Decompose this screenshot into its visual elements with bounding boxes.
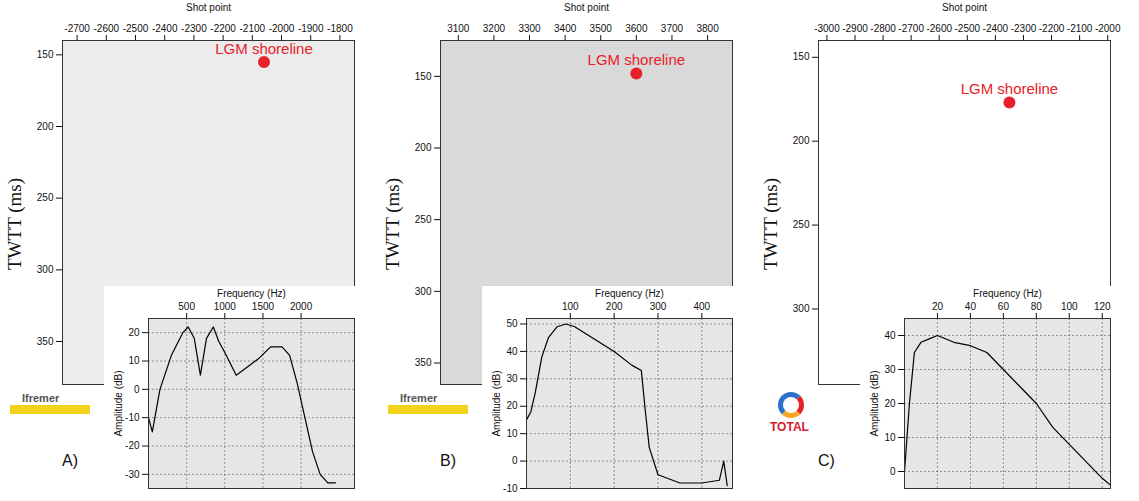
svg-text:30: 30	[884, 364, 896, 375]
svg-text:20: 20	[884, 398, 896, 409]
html-text:TWTT (ms): TWTT (ms)	[382, 178, 403, 270]
svg-text:-2300: -2300	[181, 23, 207, 34]
svg-text:-2700: -2700	[898, 23, 924, 34]
svg-text:200: 200	[606, 301, 623, 312]
html-text:TWTT (ms): TWTT (ms)	[4, 178, 25, 270]
html-text:C): C)	[818, 452, 835, 469]
svg-text:-2600: -2600	[926, 23, 952, 34]
svg-text:20: 20	[932, 301, 944, 312]
svg-text:20: 20	[506, 400, 518, 411]
svg-text:-2400: -2400	[152, 23, 178, 34]
svg-text:Shot point: Shot point	[186, 2, 231, 13]
svg-text:-3000: -3000	[814, 23, 840, 34]
svg-text:200: 200	[793, 135, 810, 146]
svg-text:-1900: -1900	[298, 23, 324, 34]
svg-text:120: 120	[1094, 301, 1111, 312]
svg-text:Shot point: Shot point	[942, 2, 987, 13]
svg-text:3400: 3400	[554, 23, 577, 34]
svg-text:100: 100	[1061, 301, 1078, 312]
svg-text:-2400: -2400	[983, 23, 1009, 34]
svg-text:-2600: -2600	[94, 23, 120, 34]
svg-text:500: 500	[178, 301, 195, 312]
svg-text:200: 200	[37, 121, 54, 132]
svg-text:3700: 3700	[661, 23, 684, 34]
svg-text:2000: 2000	[290, 301, 313, 312]
svg-text:-1800: -1800	[327, 23, 353, 34]
svg-text:250: 250	[793, 219, 810, 230]
html-text:TWTT (ms): TWTT (ms)	[760, 178, 781, 270]
svg-text:30: 30	[506, 373, 518, 384]
svg-text:-2100: -2100	[1067, 23, 1093, 34]
svg-text:Shot point: Shot point	[564, 2, 609, 13]
svg-text:3500: 3500	[590, 23, 613, 34]
svg-text:300: 300	[415, 286, 432, 297]
svg-text:400: 400	[693, 301, 710, 312]
svg-text:3300: 3300	[518, 23, 541, 34]
svg-text:-2200: -2200	[1039, 23, 1065, 34]
svg-text:Amplitude (dB): Amplitude (dB)	[869, 370, 880, 436]
svg-text:40: 40	[884, 330, 896, 341]
svg-text:40: 40	[965, 301, 977, 312]
html-text:A): A)	[62, 452, 78, 469]
svg-text:-2200: -2200	[210, 23, 236, 34]
svg-text:LGM shoreline: LGM shoreline	[215, 40, 313, 57]
html-text:TOTAL: TOTAL	[770, 420, 809, 434]
svg-text:-10: -10	[503, 483, 518, 494]
svg-text:Frequency (Hz): Frequency (Hz)	[595, 288, 664, 299]
svg-text:0: 0	[890, 466, 896, 477]
html-text:B): B)	[440, 452, 456, 469]
svg-text:LGM shoreline: LGM shoreline	[588, 51, 686, 68]
svg-text:-2100: -2100	[240, 23, 266, 34]
svg-text:Amplitude (dB): Amplitude (dB)	[113, 370, 124, 436]
svg-text:-2700: -2700	[64, 23, 90, 34]
svg-text:3200: 3200	[483, 23, 506, 34]
svg-text:3600: 3600	[625, 23, 648, 34]
svg-text:200: 200	[415, 142, 432, 153]
svg-text:-2300: -2300	[1011, 23, 1037, 34]
svg-text:300: 300	[650, 301, 667, 312]
svg-text:3800: 3800	[696, 23, 719, 34]
svg-text:1500: 1500	[252, 301, 275, 312]
svg-text:350: 350	[37, 336, 54, 347]
html-text:Ifremer: Ifremer	[22, 392, 60, 404]
svg-text:0: 0	[134, 384, 140, 395]
svg-text:60: 60	[998, 301, 1010, 312]
svg-text:-2800: -2800	[870, 23, 896, 34]
svg-text:1000: 1000	[214, 301, 237, 312]
svg-text:250: 250	[415, 214, 432, 225]
svg-text:-2500: -2500	[123, 23, 149, 34]
svg-text:150: 150	[37, 49, 54, 60]
svg-text:-2000: -2000	[269, 23, 295, 34]
svg-text:300: 300	[37, 264, 54, 275]
svg-text:Frequency (Hz): Frequency (Hz)	[973, 288, 1042, 299]
svg-text:Frequency (Hz): Frequency (Hz)	[217, 288, 286, 299]
svg-text:-10: -10	[125, 412, 140, 423]
svg-text:10: 10	[884, 432, 896, 443]
svg-text:300: 300	[793, 303, 810, 314]
svg-text:150: 150	[415, 71, 432, 82]
svg-text:10: 10	[506, 428, 518, 439]
html-text:Ifremer: Ifremer	[400, 392, 438, 404]
svg-text:-20: -20	[125, 440, 140, 451]
svg-text:Amplitude (dB): Amplitude (dB)	[491, 370, 502, 436]
svg-text:50: 50	[506, 318, 518, 329]
svg-text:-30: -30	[125, 469, 140, 480]
svg-text:-2900: -2900	[842, 23, 868, 34]
svg-text:-2000: -2000	[1095, 23, 1121, 34]
svg-text:150: 150	[793, 51, 810, 62]
svg-text:10: 10	[128, 355, 140, 366]
svg-text:40: 40	[506, 346, 518, 357]
svg-text:350: 350	[415, 357, 432, 368]
svg-text:0: 0	[512, 455, 518, 466]
svg-text:20: 20	[128, 327, 140, 338]
svg-text:100: 100	[562, 301, 579, 312]
svg-text:LGM shoreline: LGM shoreline	[961, 80, 1059, 97]
svg-text:-2500: -2500	[955, 23, 981, 34]
svg-text:3100: 3100	[447, 23, 470, 34]
svg-text:80: 80	[1031, 301, 1043, 312]
svg-text:250: 250	[37, 192, 54, 203]
